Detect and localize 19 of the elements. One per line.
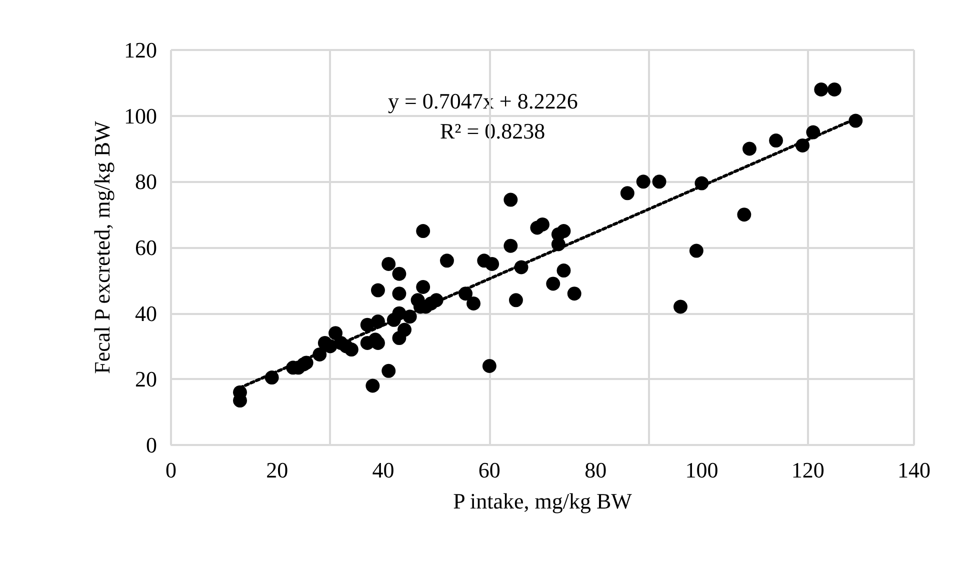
y-tick-label: 40 — [135, 300, 157, 326]
annotation: R² = 0.8238 — [440, 118, 546, 144]
y-tick-label: 120 — [124, 38, 157, 62]
x-tick-label: 20 — [266, 458, 288, 482]
annotation: y = 0.7047x + 8.2226 — [388, 88, 578, 114]
y-tick-label: 80 — [135, 169, 157, 194]
x-tick-label: 40 — [372, 458, 394, 482]
x-tick-label: 80 — [584, 458, 607, 482]
x-tick-label: 60 — [478, 458, 500, 482]
y-tick-label: 100 — [124, 103, 157, 128]
x-tick-label: 120 — [791, 458, 824, 482]
x-axis-title: P intake, mg/kg BW — [453, 488, 632, 514]
y-axis-title: Fecal P excreted, mg/kg BW — [90, 120, 115, 374]
x-tick-label: 140 — [898, 458, 930, 482]
y-tick-label: 0 — [146, 432, 157, 458]
x-tick-label: 100 — [685, 458, 718, 482]
x-tick-label: 0 — [166, 458, 176, 482]
y-tick-label: 60 — [135, 235, 157, 260]
y-tick-label: 20 — [135, 366, 157, 392]
